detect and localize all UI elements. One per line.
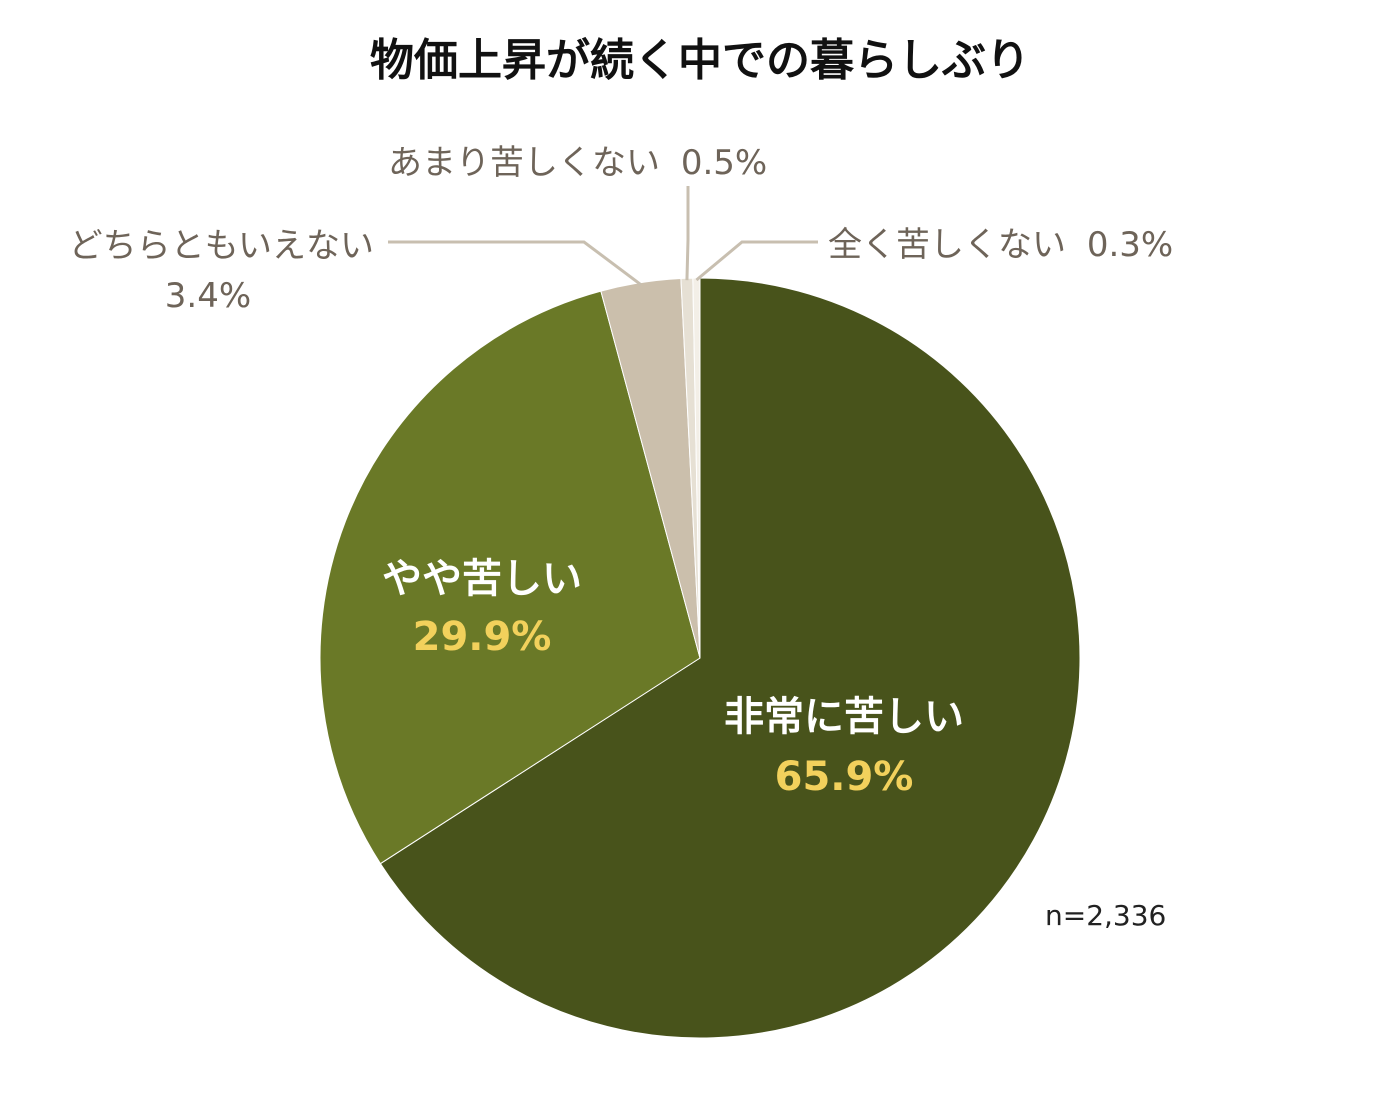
- pie-slices: [319, 277, 1081, 1039]
- slice-value-not-very-hard: 0.5%: [681, 143, 767, 183]
- leader-lines: [388, 186, 818, 286]
- leader-line-not-very-hard: [685, 186, 690, 281]
- svg-text:全く苦しくない 0.3%: 全く苦しくない 0.3%: [828, 225, 1173, 265]
- svg-text:あまり苦しくない 0.5%: あまり苦しくない 0.5%: [388, 143, 767, 183]
- slice-label-not-hard-at-all: 全く苦しくない: [828, 225, 1066, 265]
- slice-value-very-hard: 65.9%: [775, 754, 914, 800]
- chart-title: 物価上昇が続く中での暮らしぶり: [370, 35, 1030, 86]
- slice-label-somewhat-hard: やや苦しい: [382, 556, 582, 602]
- leader-line-neither: [388, 240, 642, 286]
- slice-value-somewhat-hard: 29.9%: [413, 614, 552, 660]
- slice-value-neither: 3.4%: [165, 276, 251, 316]
- slice-label-neither: どちらともいえない: [69, 226, 374, 266]
- slice-label-not-very-hard: あまり苦しくない: [388, 143, 660, 183]
- slice-value-not-hard-at-all: 0.3%: [1087, 225, 1173, 265]
- slice-label-very-hard: 非常に苦しい: [724, 694, 964, 740]
- sample-size-note: n=2,336: [1045, 899, 1166, 932]
- slice-somewhat-hard: [319, 290, 701, 865]
- slice-very-hard: [379, 277, 1081, 1039]
- leader-line-not-hard-at-all: [695, 240, 818, 282]
